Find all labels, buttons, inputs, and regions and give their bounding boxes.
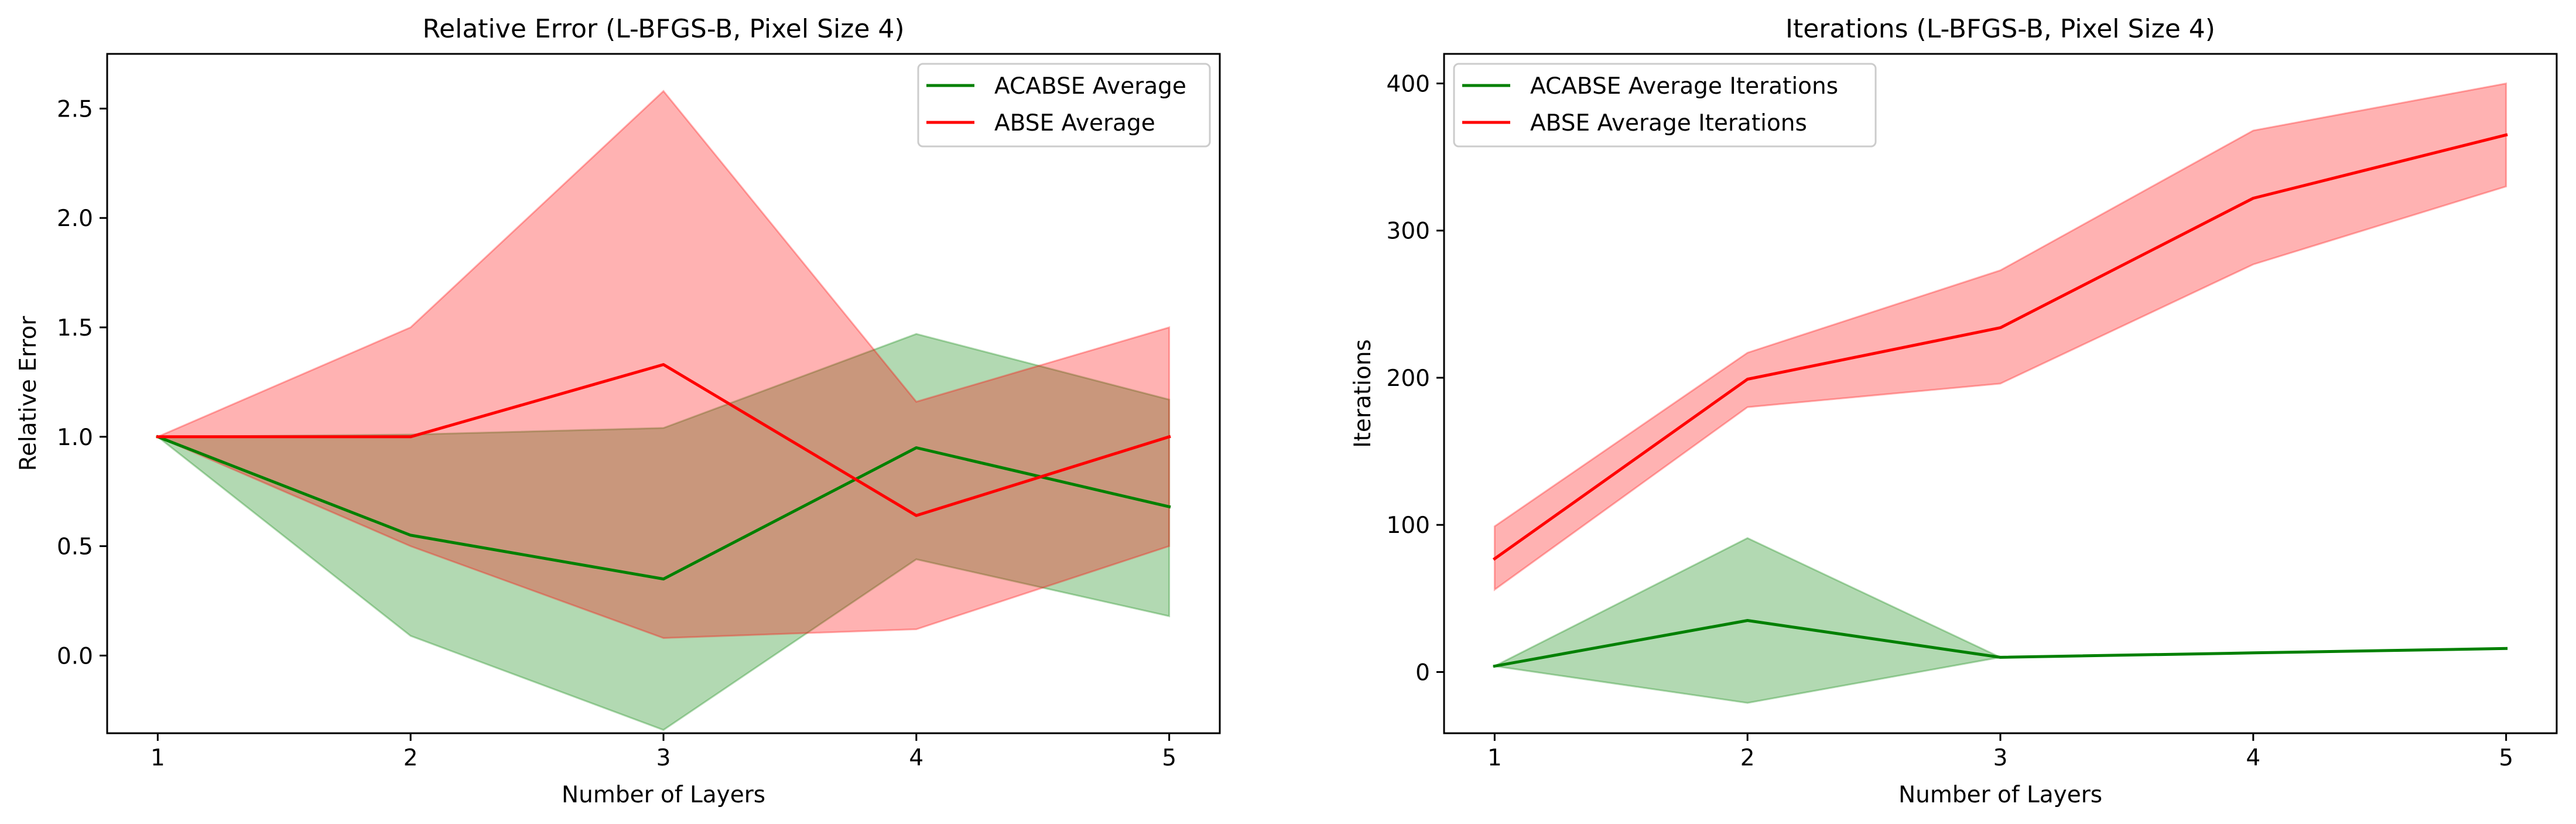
legend-label-acabse: ACABSE Average xyxy=(994,73,1186,100)
x-tick-label: 4 xyxy=(2246,745,2260,771)
x-tick-label: 1 xyxy=(150,745,165,771)
legend-box xyxy=(917,63,1211,148)
band-series-1 xyxy=(1493,82,2507,591)
line-series-1 xyxy=(1492,133,2508,561)
y-tick-label: 100 xyxy=(1387,512,1430,539)
plot-area xyxy=(107,54,1220,733)
x-tick-label: 2 xyxy=(403,745,418,771)
y-tick-label: 0.0 xyxy=(57,643,93,669)
y-tick-label: 2.5 xyxy=(57,96,93,122)
y-tick-label: 200 xyxy=(1387,365,1430,392)
x-tick-label: 4 xyxy=(909,745,923,771)
legend: ACABSE Average Iterations ABSE Average I… xyxy=(1453,63,1877,148)
legend-label-abse: ABSE Average Iterations xyxy=(1530,110,1807,136)
x-axis-ticks: 1 2 3 4 5 xyxy=(1487,733,2513,771)
y-tick-label: 0.5 xyxy=(57,534,93,560)
plot-area xyxy=(1444,54,2557,733)
y-tick-label: 0 xyxy=(1415,659,1430,686)
y-axis-label: Iterations xyxy=(1350,339,1376,448)
chart-title: Relative Error (L-BFGS-B, Pixel Size 4) xyxy=(422,14,904,44)
x-tick-label: 3 xyxy=(1993,745,2008,771)
legend-label-acabse: ACABSE Average Iterations xyxy=(1530,73,1838,100)
y-axis-ticks: 0.0 0.5 1.0 1.5 2.0 2.5 xyxy=(57,96,107,669)
y-tick-label: 300 xyxy=(1387,218,1430,245)
y-tick-label: 1.5 xyxy=(57,315,93,341)
line-series-1 xyxy=(156,363,1171,517)
x-axis-ticks: 1 2 3 4 5 xyxy=(150,733,1176,771)
y-tick-label: 1.0 xyxy=(57,425,93,451)
x-tick-label: 3 xyxy=(656,745,671,771)
line-series-0 xyxy=(156,435,1171,581)
legend-label-abse: ABSE Average xyxy=(994,110,1155,136)
x-tick-label: 5 xyxy=(2499,745,2513,771)
x-tick-label: 1 xyxy=(1487,745,1502,771)
x-axis-label: Number of Layers xyxy=(562,782,765,808)
series-lines xyxy=(156,363,1171,581)
series-lines xyxy=(1492,133,2508,668)
y-tick-label: 2.0 xyxy=(57,206,93,232)
relative-error-chart: 1 2 3 4 5 0.0 0.5 1.0 1.5 2.0 2.5 Relative Error … xyxy=(15,14,1221,808)
legend-box xyxy=(1453,63,1877,148)
y-axis-ticks: 0 100 200 300 400 xyxy=(1387,71,1444,686)
y-axis-label: Relative Error xyxy=(15,316,42,471)
x-tick-label: 2 xyxy=(1740,745,1755,771)
x-axis-label: Number of Layers xyxy=(1898,782,2102,808)
chart-title: Iterations (L-BFGS-B, Pixel Size 4) xyxy=(1785,14,2215,44)
y-tick-label: 400 xyxy=(1387,71,1430,98)
x-tick-label: 5 xyxy=(1162,745,1176,771)
iterations-chart: 1 2 3 4 5 0 100 200 300 400 Iterations (L-BFGS-B… xyxy=(1350,14,2558,808)
line-series-0 xyxy=(1493,619,2508,668)
legend: ACABSE Average ABSE Average xyxy=(917,63,1211,148)
